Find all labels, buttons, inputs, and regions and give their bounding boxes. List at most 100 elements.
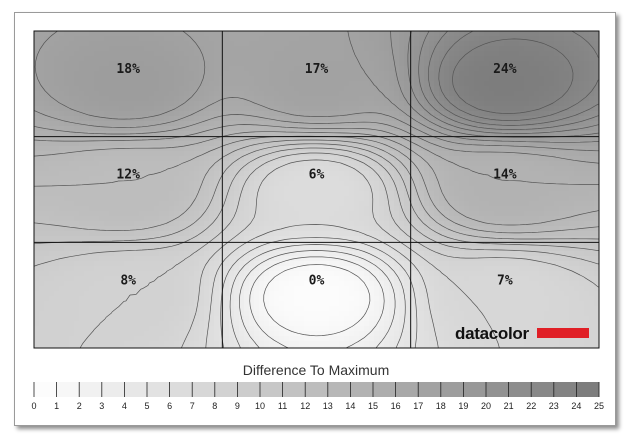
heat-cell xyxy=(244,121,250,127)
heat-cell xyxy=(49,211,55,217)
heat-cell xyxy=(264,106,270,112)
heat-cell xyxy=(69,96,75,102)
heat-cell xyxy=(174,156,180,162)
heat-cell xyxy=(159,201,165,207)
heat-cell xyxy=(124,101,130,107)
heat-cell xyxy=(374,51,380,57)
heat-cell xyxy=(154,241,160,247)
heat-cell xyxy=(554,156,560,162)
heat-cell xyxy=(199,86,205,92)
heat-cell xyxy=(364,86,370,92)
heat-cell xyxy=(149,221,155,227)
heat-cell xyxy=(449,86,455,92)
heat-cell xyxy=(79,46,85,52)
heat-cell xyxy=(409,231,415,237)
heat-cell xyxy=(244,166,250,172)
heat-cell xyxy=(454,206,460,212)
heat-cell xyxy=(569,91,575,97)
heat-cell xyxy=(454,46,460,52)
heat-cell xyxy=(484,161,490,167)
heat-cell xyxy=(244,246,250,252)
heat-cell xyxy=(184,171,190,177)
heat-cell xyxy=(439,96,445,102)
heat-cell xyxy=(589,61,595,67)
heat-cell xyxy=(314,51,320,57)
heat-cell xyxy=(444,196,450,202)
heat-cell xyxy=(394,171,400,177)
heat-cell xyxy=(254,136,260,142)
heat-cell xyxy=(339,91,345,97)
heat-cell xyxy=(184,51,190,57)
heat-cell xyxy=(204,216,210,222)
heat-cell xyxy=(389,36,395,42)
heat-cell xyxy=(224,231,230,237)
heat-cell xyxy=(529,246,535,252)
heat-cell xyxy=(439,41,445,47)
heat-cell xyxy=(369,236,375,242)
heat-cell xyxy=(94,201,100,207)
heat-cell xyxy=(174,106,180,112)
heat-cell xyxy=(354,71,360,77)
heat-cell xyxy=(89,241,95,247)
heat-cell xyxy=(564,131,570,137)
heat-cell xyxy=(334,161,340,167)
heat-cell xyxy=(524,196,530,202)
heat-cell xyxy=(489,196,495,202)
heat-cell xyxy=(164,161,170,167)
heat-cell xyxy=(34,71,40,77)
heat-cell xyxy=(99,141,105,147)
heat-cell xyxy=(404,36,410,42)
heat-cell xyxy=(279,181,285,187)
heat-cell xyxy=(429,161,435,167)
heat-cell xyxy=(449,61,455,67)
heat-cell xyxy=(134,171,140,177)
heat-cell xyxy=(539,86,545,92)
heat-cell xyxy=(84,221,90,227)
heat-cell xyxy=(379,36,385,42)
heat-cell xyxy=(384,106,390,112)
heat-cell xyxy=(489,91,495,97)
heat-cell xyxy=(84,146,90,152)
heat-cell xyxy=(259,161,265,167)
heat-cell xyxy=(434,151,440,157)
heat-cell xyxy=(364,156,370,162)
heat-cell xyxy=(404,61,410,67)
heat-cell xyxy=(434,146,440,152)
heat-cell xyxy=(319,196,325,202)
heat-cell xyxy=(584,46,590,52)
heat-cell xyxy=(234,201,240,207)
heat-cell xyxy=(454,81,460,87)
heat-cell xyxy=(504,146,510,152)
heat-cell xyxy=(464,86,470,92)
heat-cell xyxy=(564,196,570,202)
heat-cell xyxy=(139,236,145,242)
heat-cell xyxy=(554,226,560,232)
heat-cell xyxy=(64,56,70,62)
heat-cell xyxy=(364,206,370,212)
heat-cell xyxy=(464,196,470,202)
heat-cell xyxy=(464,116,470,122)
heat-cell xyxy=(234,186,240,192)
heat-cell xyxy=(194,211,200,217)
heat-cell xyxy=(439,131,445,137)
heat-cell xyxy=(384,201,390,207)
heat-cell xyxy=(329,101,335,107)
heat-cell xyxy=(124,216,130,222)
heat-cell xyxy=(349,146,355,152)
heat-cell xyxy=(179,31,185,37)
heat-cell xyxy=(379,176,385,182)
heat-cell xyxy=(574,66,580,72)
heat-cell xyxy=(369,176,375,182)
heat-cell xyxy=(459,191,465,197)
heat-cell xyxy=(554,106,560,112)
heat-cell xyxy=(244,31,250,37)
heat-cell xyxy=(319,171,325,177)
heat-cell xyxy=(44,146,50,152)
heat-cell xyxy=(64,41,70,47)
heat-cell xyxy=(404,66,410,72)
heat-cell xyxy=(439,56,445,62)
heat-cell xyxy=(219,196,225,202)
heat-cell xyxy=(389,146,395,152)
heat-cell xyxy=(329,191,335,197)
heat-cell xyxy=(339,81,345,87)
